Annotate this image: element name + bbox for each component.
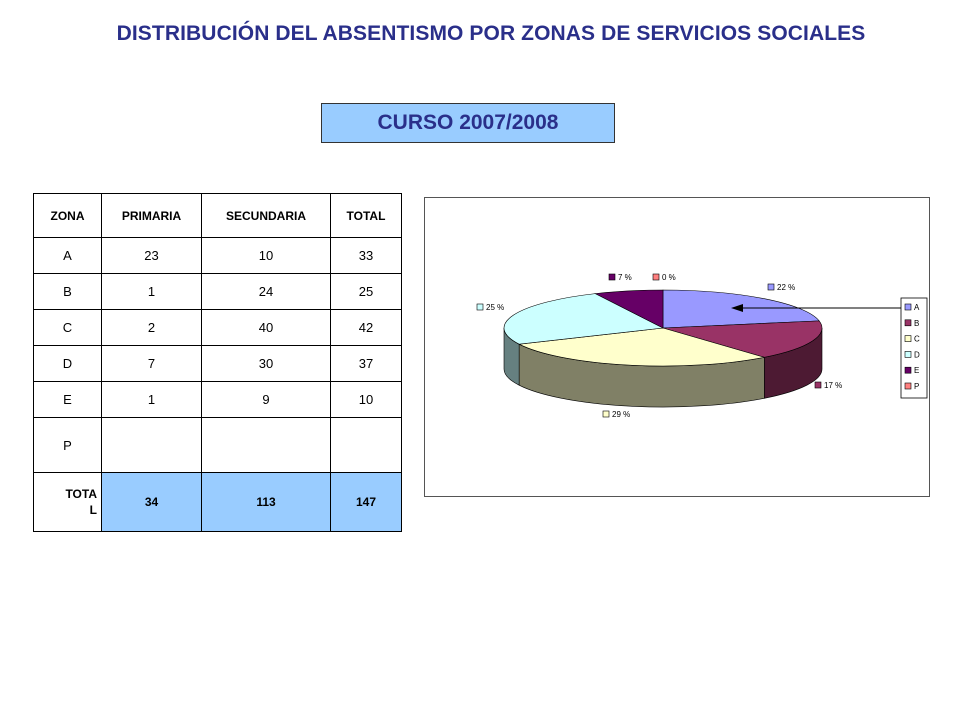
table-row: P <box>33 417 402 473</box>
table-row: E 1 9 10 <box>33 381 402 418</box>
header-total: TOTAL <box>330 193 402 238</box>
total-label-text: TOTA L <box>65 487 97 517</box>
cell-zona: D <box>33 345 102 382</box>
table-row: B 1 24 25 <box>33 273 402 310</box>
legend-arrow-head <box>731 304 743 312</box>
pct-swatch-C <box>602 410 610 418</box>
table-header-row: ZONA PRIMARIA SECUNDARIA TOTAL <box>33 193 402 238</box>
cell-zona: C <box>33 309 102 346</box>
page-title: DISTRIBUCIÓN DEL ABSENTISMO POR ZONAS DE… <box>116 22 866 45</box>
table-row: A 23 10 33 <box>33 237 402 274</box>
legend-label-D: D <box>914 350 920 359</box>
header-primaria: PRIMARIA <box>101 193 202 238</box>
cell-zona: E <box>33 381 102 418</box>
pct-swatch-P <box>652 273 660 281</box>
legend-label-E: E <box>914 366 919 375</box>
pct-label-B: 17 % <box>824 381 842 390</box>
table-total-row: TOTA L 34 113 147 <box>33 472 402 532</box>
cell-total: 25 <box>330 273 402 310</box>
cell-primaria: 1 <box>101 381 202 418</box>
pie-chart-frame: 22 % 17 % 29 % 25 % 7 % 0 % A B C D E P <box>424 197 930 497</box>
legend-box <box>900 297 928 399</box>
cell-zona: B <box>33 273 102 310</box>
course-label: CURSO 2007/2008 <box>321 103 615 143</box>
pct-label-C: 29 % <box>612 410 630 419</box>
cell-primaria: 7 <box>101 345 202 382</box>
total-label: TOTA L <box>33 472 102 532</box>
legend-swatch-C <box>904 335 912 342</box>
cell-zona: A <box>33 237 102 274</box>
cell-total: 37 <box>330 345 402 382</box>
pct-label-P: 0 % <box>662 273 676 282</box>
legend-swatch-B <box>904 319 912 327</box>
legend-swatch-D <box>904 351 912 358</box>
pct-swatch-A <box>767 283 775 291</box>
pct-swatch-B <box>814 381 822 389</box>
cell-zona: P <box>33 417 102 473</box>
legend-label-A: A <box>914 303 920 312</box>
pie-slice-E <box>594 289 664 329</box>
cell-secundaria: 10 <box>201 237 331 274</box>
pct-swatch-D <box>476 303 484 311</box>
cell-primaria: 2 <box>101 309 202 346</box>
legend-label-B: B <box>914 319 919 328</box>
legend-swatch-E <box>904 366 912 374</box>
total-secundaria: 113 <box>201 472 331 532</box>
data-table: ZONA PRIMARIA SECUNDARIA TOTAL A 23 10 3… <box>33 193 402 532</box>
table-row: D 7 30 37 <box>33 345 402 382</box>
pct-label-D: 25 % <box>486 303 504 312</box>
total-total: 147 <box>330 472 402 532</box>
cell-primaria: 23 <box>101 237 202 274</box>
pie-slice-D <box>503 293 665 345</box>
cell-total: 10 <box>330 381 402 418</box>
legend-swatch-A <box>904 303 912 311</box>
cell-secundaria: 30 <box>201 345 331 382</box>
header-zona: ZONA <box>33 193 102 238</box>
cell-secundaria: 9 <box>201 381 331 418</box>
header-secundaria: SECUNDARIA <box>201 193 331 238</box>
cell-primaria <box>101 417 202 473</box>
cell-secundaria <box>201 417 331 473</box>
total-primaria: 34 <box>101 472 202 532</box>
legend-label-P: P <box>914 382 919 391</box>
legend-label-C: C <box>914 335 920 344</box>
table-row: C 2 40 42 <box>33 309 402 346</box>
pie-slice-B <box>662 320 823 358</box>
legend-swatch-P <box>904 382 912 390</box>
cell-primaria: 1 <box>101 273 202 310</box>
cell-total: 33 <box>330 237 402 274</box>
cell-secundaria: 24 <box>201 273 331 310</box>
cell-secundaria: 40 <box>201 309 331 346</box>
pct-label-A: 22 % <box>777 283 795 292</box>
pie-tops <box>503 289 823 367</box>
pct-label-E: 7 % <box>618 273 632 282</box>
pct-swatch-E <box>608 273 616 281</box>
cell-total <box>330 417 402 473</box>
cell-total: 42 <box>330 309 402 346</box>
